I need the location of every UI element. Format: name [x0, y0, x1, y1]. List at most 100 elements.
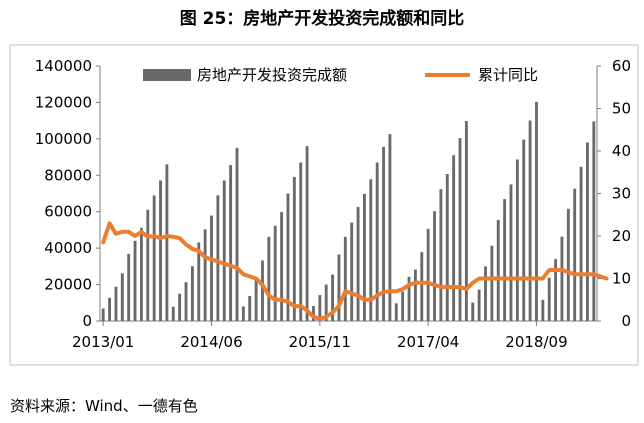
bar: [101, 308, 105, 321]
bar: [171, 306, 175, 321]
bar: [286, 193, 290, 321]
x-tick-label: 2014/06: [180, 333, 242, 351]
bar: [496, 219, 500, 321]
bar: [254, 279, 258, 321]
bar: [554, 259, 558, 321]
line-series: [101, 221, 609, 321]
right-axis: 0 10 20 30 40 50 60: [596, 57, 631, 330]
right-tick-label: 10: [612, 270, 631, 288]
right-tick-label: 30: [612, 185, 631, 203]
left-tick-label: 100000: [35, 130, 92, 148]
bar: [267, 236, 271, 321]
bar: [566, 208, 570, 321]
bar: [490, 245, 494, 321]
x-tick-label: 2018/09: [505, 333, 567, 351]
right-tick-label: 20: [612, 227, 631, 245]
bar: [522, 139, 526, 321]
bar: [139, 227, 143, 321]
chart-canvas: 020000400006000080000100000120000140000 …: [9, 44, 639, 366]
legend-label-bars: 房地产开发投资完成额: [197, 66, 347, 84]
bar: [280, 212, 284, 321]
bar: [394, 303, 398, 321]
x-tick-label: 2015/11: [289, 333, 351, 351]
legend-label-line: 累计同比: [478, 66, 538, 84]
x-tick-label: 2017/04: [397, 333, 459, 351]
left-tick-label: 120000: [35, 93, 92, 111]
legend-swatch-bars: [143, 69, 191, 81]
bar: [299, 162, 303, 321]
bar: [229, 165, 233, 321]
bar: [356, 206, 360, 321]
bar: [350, 222, 354, 321]
bar: [477, 289, 481, 321]
bar: [484, 266, 487, 321]
bar: [190, 266, 194, 321]
bar: [464, 121, 468, 321]
bar: [152, 195, 156, 321]
bar: [337, 254, 341, 321]
bar: [388, 134, 392, 321]
bar: [369, 179, 373, 321]
bar: [452, 155, 456, 321]
bar: [528, 120, 532, 322]
x-axis: 2013/01 2014/06 2015/11 2017/04 2018/09: [72, 320, 597, 351]
bar: [560, 236, 564, 321]
bar: [362, 193, 366, 321]
bar: [407, 276, 411, 321]
bar: [401, 291, 405, 321]
bar: [382, 146, 385, 321]
chart-frame: [9, 44, 639, 366]
bar: [375, 162, 379, 321]
bar: [248, 295, 252, 321]
bar: [184, 282, 188, 321]
bar: [222, 180, 226, 321]
left-tick-label: 60000: [44, 203, 92, 221]
bar: [426, 228, 430, 321]
bar: [579, 166, 583, 321]
bar: [312, 306, 315, 321]
bar: [509, 184, 513, 321]
right-tick-label: 60: [612, 57, 631, 75]
x-tick-label: 2013/01: [72, 333, 134, 351]
bar: [420, 252, 424, 321]
bar: [343, 236, 347, 321]
bar: [261, 260, 264, 321]
bar: [331, 274, 335, 321]
bar: [471, 302, 475, 321]
bar: [445, 174, 449, 321]
bar: [165, 164, 169, 321]
bar: [547, 277, 551, 321]
bar: [292, 176, 296, 321]
line-path: [101, 221, 609, 321]
bar: [273, 225, 277, 321]
bar: [592, 121, 596, 321]
bar: [433, 211, 436, 321]
bar: [197, 242, 201, 321]
bar: [127, 253, 131, 321]
right-tick-label: 0: [621, 312, 631, 330]
bar: [458, 138, 462, 321]
left-tick-label: 80000: [44, 166, 92, 184]
bar: [515, 159, 519, 321]
bar: [324, 284, 328, 321]
bar: [535, 101, 538, 321]
bar: [586, 142, 589, 321]
bar: [120, 273, 124, 321]
left-tick-label: 0: [82, 312, 92, 330]
left-tick-label: 140000: [35, 57, 92, 75]
bar: [178, 293, 182, 321]
right-tick-label: 50: [612, 100, 631, 118]
left-tick-label: 20000: [44, 276, 92, 294]
bar: [305, 146, 309, 321]
bar: [146, 209, 150, 321]
chart-title: 图 25：房地产开发投资完成额和同比: [179, 9, 465, 29]
bar: [114, 286, 118, 321]
bar: [439, 189, 443, 321]
bar: [413, 269, 417, 321]
right-tick-label: 40: [612, 142, 631, 160]
bar: [235, 147, 239, 321]
left-tick-label: 40000: [44, 239, 92, 257]
legend: 房地产开发投资完成额 累计同比: [143, 66, 538, 84]
bar: [503, 199, 507, 321]
bar: [159, 180, 162, 321]
